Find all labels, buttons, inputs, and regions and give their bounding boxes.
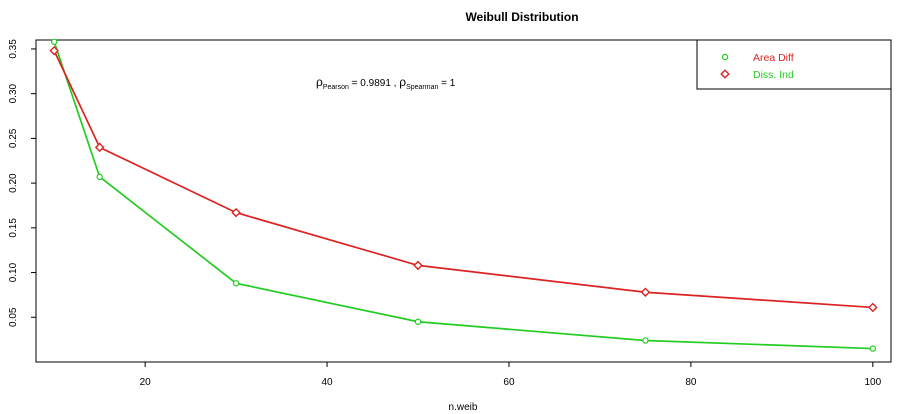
data-point-green	[96, 173, 103, 181]
y-tick-label: 0.30	[8, 83, 19, 103]
pearson-subscript: Pearson	[323, 84, 349, 91]
data-point-red	[231, 207, 241, 218]
data-point-red	[640, 287, 651, 298]
rho-spearman-symbol: ρ	[399, 75, 406, 89]
data-point-red	[413, 260, 423, 271]
series-layer	[49, 38, 878, 352]
legend-label: Diss. Ind	[753, 69, 794, 81]
data-point-green	[232, 280, 240, 287]
x-tick-label: 60	[503, 377, 515, 388]
x-tick-label: 20	[140, 377, 152, 388]
legend-label: Area Diff	[753, 52, 794, 64]
y-tick-label: 0.15	[8, 218, 19, 238]
correlation-annotation: ρPearson = 0.9891 , ρSpearman = 1	[316, 75, 456, 91]
y-tick-label: 0.05	[8, 307, 19, 327]
y-tick-label: 0.10	[8, 262, 19, 282]
x-tick-label: 100	[864, 377, 881, 388]
x-tick-label: 80	[685, 377, 697, 388]
series-line-red	[53, 50, 873, 309]
data-point-red	[49, 45, 59, 56]
data-point-red	[868, 302, 878, 313]
series-line-green	[53, 41, 873, 350]
rho-pearson-symbol: ρ	[316, 75, 323, 89]
y-tick-label: 0.20	[8, 173, 19, 193]
svg-text:ρPearson = 0.9891 , ρSpearman: ρPearson = 0.9891 , ρSpearman = 1	[316, 75, 456, 91]
y-tick-label: 0.35	[8, 39, 19, 59]
spearman-value: = 1	[438, 78, 455, 89]
x-axis-label: n.weib	[449, 402, 478, 413]
y-axis: 0.05 0.10 0.15 0.20 0.25 0.30 0.35	[8, 39, 36, 327]
y-tick-label: 0.25	[8, 128, 19, 148]
spearman-subscript: Spearman	[406, 84, 438, 91]
data-point-green	[869, 345, 877, 352]
data-point-green	[642, 337, 649, 344]
data-point-green	[50, 38, 58, 45]
legend-marker-circle	[721, 53, 729, 61]
data-point-green	[414, 318, 422, 325]
legend-marker-diamond	[720, 69, 730, 79]
pearson-value: = 0.9891 ,	[349, 78, 399, 89]
legend-box	[696, 39, 892, 90]
data-point-red	[94, 142, 105, 153]
legend: Area Diff Diss. Ind	[696, 39, 892, 90]
plot-frame	[35, 39, 892, 363]
x-axis: 20 40 60 80 100	[140, 362, 882, 388]
chart-title: Weibull Distribution	[465, 10, 578, 24]
x-tick-label: 40	[322, 377, 334, 388]
